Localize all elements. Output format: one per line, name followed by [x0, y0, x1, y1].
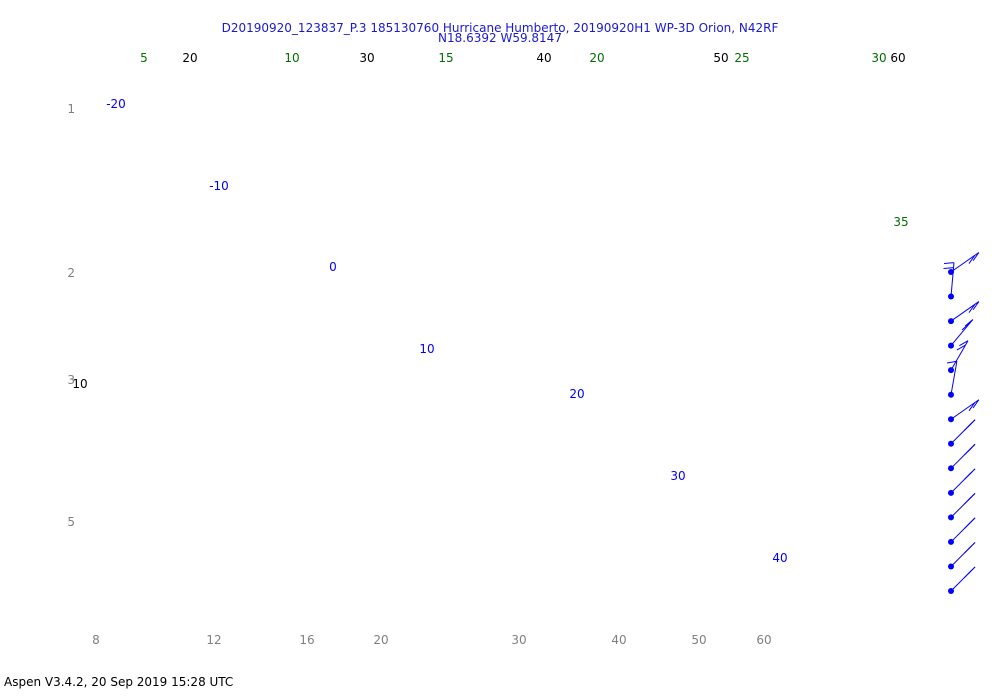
wind-barb-flag: [964, 319, 974, 327]
wind-barb-dot: [948, 391, 954, 398]
mixing-ratio-label: 10: [284, 51, 299, 65]
wind-barb: [948, 443, 976, 472]
wind-barb-dot: [948, 269, 954, 275]
isotherm-label: 10: [419, 342, 434, 356]
dry-adiabat-label: 60: [890, 51, 905, 65]
wind-barb-flag: [956, 344, 966, 351]
wind-barb-flag: [964, 496, 972, 505]
dry-adiabat-label: 20: [182, 51, 197, 65]
wind-barb: [948, 419, 976, 447]
sounding-title: D20190920_123837_P.3 185130760 Hurricane…: [221, 21, 779, 35]
wind-barb-dot: [948, 465, 954, 472]
wind-barb-dot: [948, 342, 954, 349]
wind-barb-flag: [964, 521, 972, 529]
isotherm-label: 0: [329, 260, 337, 274]
wind-barb: [948, 566, 976, 594]
dry-adiabat-label: 10: [72, 377, 87, 391]
wind-barb-dot: [948, 367, 954, 374]
wind-barb-dot: [948, 318, 954, 325]
isotherm-label: 30: [670, 469, 685, 483]
dry-adiabat-label: 50: [713, 51, 728, 65]
dry-adiabat-label: 40: [536, 51, 551, 65]
wind-barb-flag: [959, 340, 969, 347]
wind-barb: [948, 319, 974, 349]
wind-barb-flag: [964, 422, 972, 431]
wind-barb: [948, 301, 980, 325]
wind-barb-flag: [964, 570, 972, 578]
height-label: 3: [67, 373, 75, 387]
wind-barb: [948, 340, 969, 374]
isotherm-label: 40: [772, 551, 787, 565]
mixing-ratio-label: 35: [893, 215, 908, 229]
bottom-axis-label: 20: [373, 633, 388, 647]
bottom-axis-label: 8: [92, 633, 100, 647]
wind-barb-flag: [961, 323, 970, 331]
wind-barb-flag: [968, 255, 976, 264]
wind-barb: [948, 468, 976, 496]
mixing-ratio-label: 5: [140, 51, 148, 65]
dry-adiabat-label: 30: [359, 51, 374, 65]
wind-barb-flag: [972, 252, 980, 261]
wind-barb-flag: [943, 262, 955, 265]
bottom-axis-label: 60: [756, 633, 771, 647]
wind-barb-dot: [948, 293, 954, 300]
height-label: 5: [67, 515, 75, 529]
wind-barb-dot: [948, 588, 954, 594]
wind-barb-flag: [964, 447, 972, 456]
bottom-axis-label: 40: [611, 633, 626, 647]
height-label: 2: [67, 266, 75, 280]
wind-barb-dot: [948, 416, 954, 423]
mixing-ratio-label: 20: [589, 51, 604, 65]
wind-barb-flag: [943, 267, 954, 270]
wind-barb-flag: [972, 301, 980, 311]
wind-barb: [948, 492, 976, 521]
wind-barb-dot: [948, 538, 954, 545]
wind-barb: [948, 399, 980, 423]
mixing-ratio-label: 15: [438, 51, 453, 65]
wind-barb: [948, 252, 980, 275]
sounding-location: N18.6392 W59.8147: [438, 31, 562, 45]
isotherm-label: -20: [106, 97, 126, 111]
isotherm-label: -10: [209, 179, 229, 193]
wind-barb-flag: [972, 399, 980, 409]
height-label: 1: [67, 102, 75, 116]
bottom-axis-label: 50: [691, 633, 706, 647]
wind-barb-flag: [968, 304, 976, 313]
bottom-axis-label: 30: [511, 633, 526, 647]
isotherm-label: 20: [569, 387, 584, 401]
wind-barb-dot: [948, 514, 954, 521]
wind-barb-dot: [948, 563, 954, 570]
wind-barb-staff: [950, 262, 955, 297]
wind-barb-flag: [968, 402, 976, 412]
mixing-ratio-label: 25: [734, 51, 749, 65]
wind-barb: [948, 542, 976, 570]
bottom-axis-label: 16: [299, 633, 314, 647]
wind-barb-staff: [950, 361, 958, 395]
wind-barb-flag: [964, 471, 972, 480]
wind-barb-dot: [948, 440, 954, 447]
wind-barb-dot: [948, 489, 954, 496]
mixing-ratio-label: 30: [871, 51, 886, 65]
wind-barb: [948, 517, 976, 545]
wind-barb: [946, 360, 958, 398]
software-version-footer: Aspen V3.4.2, 20 Sep 2019 15:28 UTC: [4, 675, 234, 689]
bottom-axis-label: 12: [206, 633, 221, 647]
wind-barb: [943, 262, 955, 300]
wind-barb-flag: [946, 360, 957, 364]
wind-barb-flag: [964, 545, 972, 554]
